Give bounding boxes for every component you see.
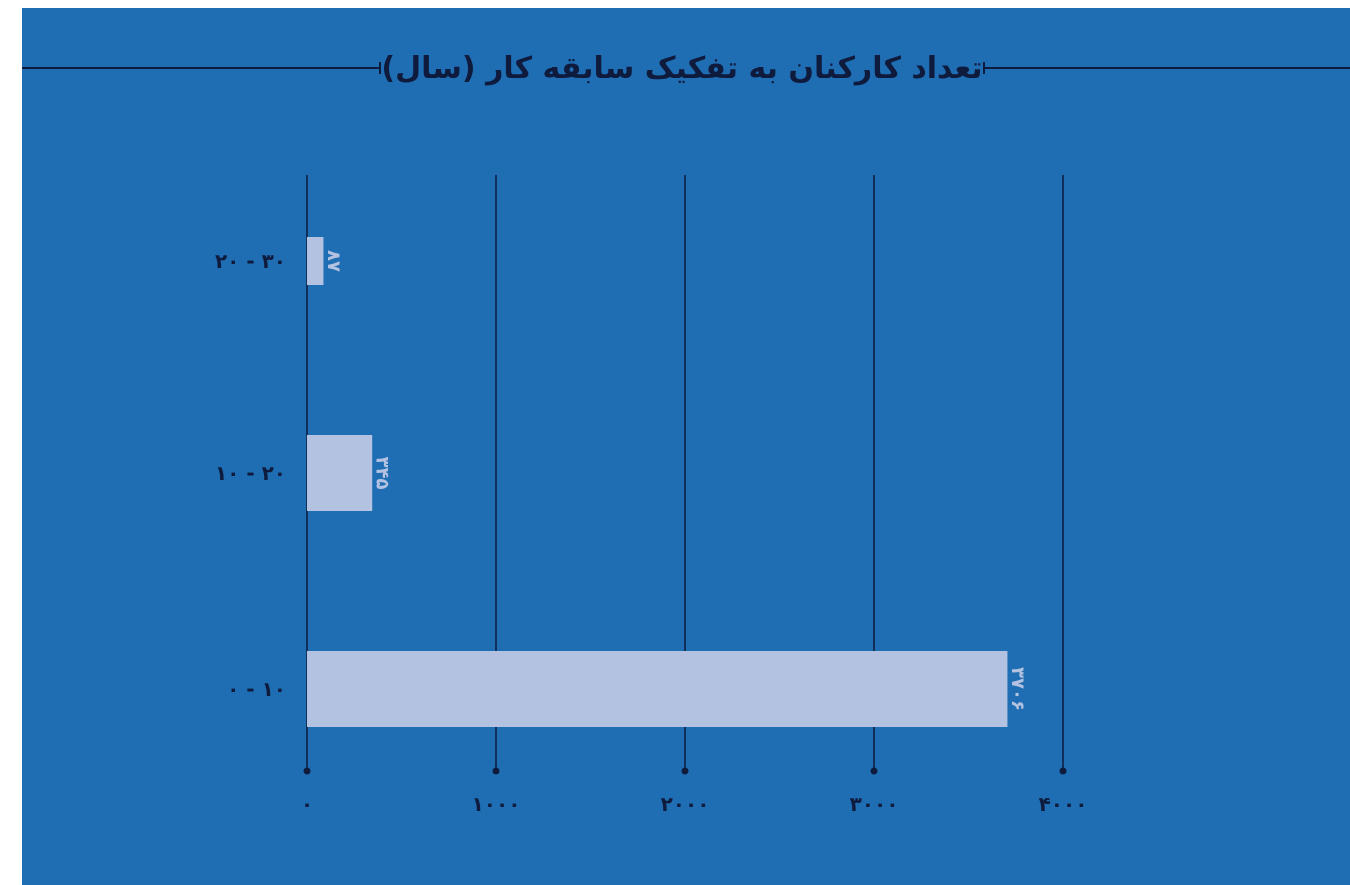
tick-dot-2 xyxy=(681,767,689,775)
category-label-2: ۱۰ - ۲۰ xyxy=(215,461,286,485)
bar-chart: تعداد کارکنان به تفکیک سابقه کار (سال) ۸… xyxy=(22,51,1350,816)
value-label-3: ۳۷۰۶ xyxy=(1007,667,1028,711)
bar-1 xyxy=(307,237,324,285)
chart-panel: تعداد کارکنان به تفکیک سابقه کار (سال) ۸… xyxy=(22,8,1350,885)
x-tick-label-3: ۳۰۰۰ xyxy=(850,792,899,816)
x-tick-label-4: ۴۰۰۰ xyxy=(1039,792,1088,816)
labels: ۸۷ ۲۰ - ۳۰ ۳۴۵ ۱۰ - ۲۰ ۳۷۰۶ ۰ - ۱۰ ۰ ۱۰۰۰ ۲۰۰۰ ۳۰… xyxy=(215,249,1087,816)
bar-2 xyxy=(307,435,373,511)
tick-dot-0 xyxy=(303,767,311,775)
category-label-1: ۲۰ - ۳۰ xyxy=(215,249,286,273)
bar-3 xyxy=(307,651,1008,727)
x-tick-label-0: ۰ xyxy=(301,792,313,816)
bars xyxy=(307,237,1008,727)
category-label-3: ۰ - ۱۰ xyxy=(227,677,286,701)
tick-dot-4 xyxy=(1059,767,1067,775)
value-label-2: ۳۴۵ xyxy=(372,457,393,490)
chart-title-group: تعداد کارکنان به تفکیک سابقه کار (سال) xyxy=(22,51,1350,86)
tick-dot-1 xyxy=(492,767,500,775)
x-tick-label-1: ۱۰۰۰ xyxy=(472,792,521,816)
tick-dot-3 xyxy=(870,767,878,775)
x-tick-label-2: ۲۰۰۰ xyxy=(661,792,710,816)
value-label-1: ۸۷ xyxy=(323,250,344,272)
chart-title: تعداد کارکنان به تفکیک سابقه کار (سال) xyxy=(381,51,982,86)
